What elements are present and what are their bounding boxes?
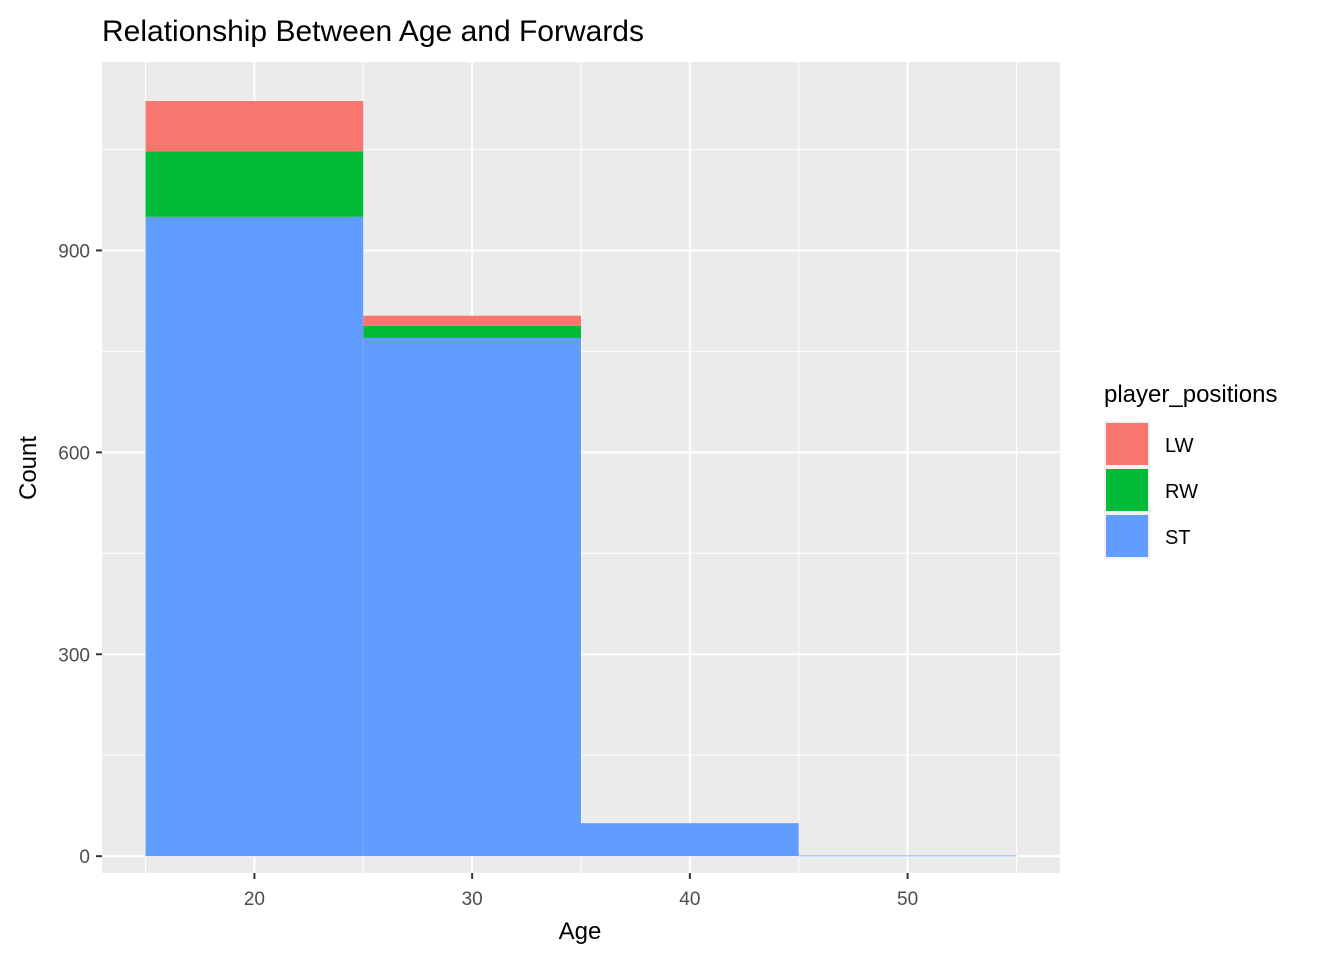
bar-lw-bin-15-25 bbox=[145, 101, 364, 152]
legend-label-rw: RW bbox=[1165, 481, 1198, 503]
x-axis-title: Age bbox=[559, 918, 602, 945]
bar-rw-bin-25-35 bbox=[363, 325, 581, 338]
x-tick-label: 50 bbox=[897, 889, 918, 910]
chart-title: Relationship Between Age and Forwards bbox=[102, 15, 644, 48]
bar-lw-bin-25-35 bbox=[363, 315, 581, 326]
bar-st-bin-25-35 bbox=[363, 337, 581, 857]
legend-key-rw bbox=[1106, 469, 1148, 511]
y-tick-label: 600 bbox=[58, 443, 90, 464]
bar-rw-bin-15-25 bbox=[145, 151, 364, 217]
y-axis-title: Count bbox=[15, 436, 42, 500]
x-tick-label: 30 bbox=[462, 889, 483, 910]
y-tick-label: 900 bbox=[58, 241, 90, 262]
legend-label-st: ST bbox=[1165, 527, 1191, 549]
legend-key-st bbox=[1106, 515, 1148, 557]
y-tick-label: 300 bbox=[58, 645, 90, 666]
bar-st-bin-15-25 bbox=[145, 216, 364, 857]
legend-label-lw: LW bbox=[1165, 435, 1194, 457]
legend: player_positions LW RW ST bbox=[1104, 381, 1277, 559]
bar-st-bin-35-45 bbox=[581, 823, 799, 857]
y-tick-label: 0 bbox=[79, 847, 90, 868]
bar-st-bin-45-55 bbox=[798, 855, 1017, 857]
axis-ticks: 20 30 40 50 0 300 600 900 bbox=[58, 241, 918, 910]
x-tick-label: 40 bbox=[679, 889, 700, 910]
bars bbox=[145, 101, 1017, 857]
legend-key-lw bbox=[1106, 423, 1148, 465]
x-tick-label: 20 bbox=[244, 889, 265, 910]
legend-title: player_positions bbox=[1104, 381, 1277, 408]
